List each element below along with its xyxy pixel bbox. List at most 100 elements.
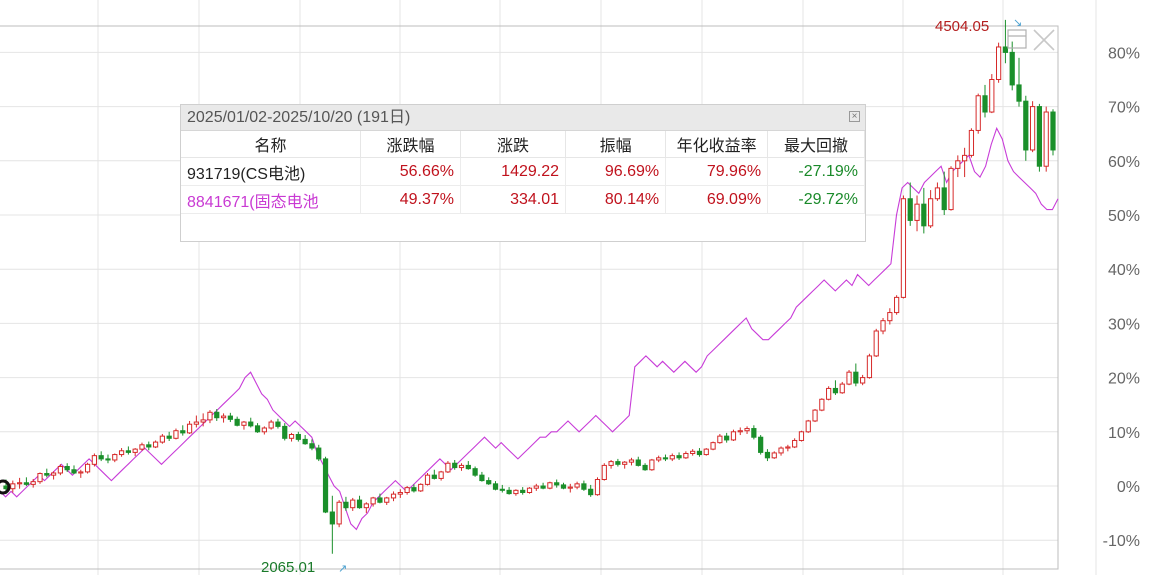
high-annotation: 4504.05: [935, 18, 989, 35]
candle: [506, 487, 512, 495]
close-chart-icon[interactable]: [1033, 29, 1055, 51]
row-change: 334.01: [460, 185, 567, 214]
candle: [907, 182, 913, 226]
candle: [798, 430, 805, 442]
candle: [118, 448, 125, 457]
candle: [472, 466, 478, 477]
candle: [669, 453, 675, 462]
col-max-drawdown: 最大回撤: [767, 131, 865, 158]
candle: [751, 425, 757, 440]
candle: [166, 431, 172, 442]
candle: [207, 410, 213, 424]
panel-close-icon[interactable]: ×: [849, 111, 860, 122]
candle: [744, 426, 750, 434]
candle: [588, 484, 594, 497]
candle: [785, 444, 791, 452]
y-tick-label: -10%: [1103, 533, 1140, 550]
row-max-drawdown: -27.19%: [767, 157, 865, 186]
candle: [336, 500, 342, 528]
grid-lines: [0, 0, 1097, 575]
candle: [220, 413, 227, 423]
candle: [982, 84, 988, 118]
candle: [826, 386, 832, 401]
candle: [574, 481, 580, 490]
candle: [860, 374, 866, 386]
candle: [696, 448, 703, 457]
candle: [608, 459, 614, 469]
candle: [1009, 41, 1015, 91]
candle: [880, 317, 886, 335]
candle: [934, 182, 941, 201]
candle: [533, 483, 539, 491]
solid-state-battery-line: [0, 126, 1059, 531]
candle: [282, 423, 288, 441]
maximize-icon[interactable]: [1007, 29, 1027, 49]
row-amplitude: 80.14%: [565, 185, 667, 214]
candle: [343, 496, 349, 511]
candle: [98, 451, 104, 462]
candle: [261, 426, 267, 435]
candle: [214, 409, 220, 421]
candle: [975, 93, 981, 134]
candle: [1043, 106, 1049, 172]
candle: [1029, 101, 1036, 153]
candle: [948, 166, 954, 211]
candle: [526, 487, 533, 494]
candle: [690, 449, 696, 456]
candle: [968, 128, 975, 158]
candle: [628, 457, 635, 466]
candle: [64, 463, 70, 472]
y-tick-label: 80%: [1108, 45, 1140, 62]
candle: [152, 440, 159, 449]
candle: [703, 448, 709, 456]
candle: [710, 441, 716, 451]
candle: [642, 463, 648, 471]
candle: [554, 479, 560, 488]
candle: [458, 463, 465, 471]
candle: [1023, 95, 1029, 161]
stats-panel-header: 2025/01/02-2025/10/20 (191日) ×: [181, 105, 865, 131]
candle: [601, 463, 607, 481]
candle: [887, 308, 893, 325]
candle: [350, 497, 356, 511]
row-annualized: 69.09%: [665, 185, 769, 214]
y-tick-label: 50%: [1108, 208, 1140, 225]
row-name: 931719(CS电池): [181, 157, 361, 186]
candle: [275, 418, 281, 429]
stats-panel: 2025/01/02-2025/10/20 (191日) × 名称 涨跌幅 涨跌…: [180, 104, 866, 242]
col-change-pct: 涨跌幅: [360, 131, 462, 158]
candle: [200, 413, 206, 427]
candle: [547, 481, 553, 490]
candle: [492, 481, 499, 491]
candle: [146, 441, 152, 451]
y-tick-label: 30%: [1108, 316, 1140, 333]
candle: [656, 455, 662, 463]
candle: [50, 471, 57, 480]
candle: [180, 425, 186, 436]
candle: [540, 482, 546, 490]
candle: [1002, 19, 1009, 64]
candle: [737, 427, 743, 436]
table-row[interactable]: 8841671(固态电池 49.37% 334.01 80.14% 69.09%…: [181, 185, 865, 214]
table-row[interactable]: 931719(CS电池) 56.66% 1429.22 96.69% 79.96…: [181, 157, 865, 186]
candle: [302, 435, 308, 445]
candle: [662, 454, 669, 462]
candle: [962, 147, 968, 178]
candle: [139, 442, 145, 451]
candle: [193, 415, 199, 428]
candle: [758, 435, 764, 455]
candle: [812, 409, 818, 423]
candle: [159, 433, 165, 444]
candle: [316, 444, 322, 462]
candle: [431, 469, 437, 480]
y-tick-label: 40%: [1108, 262, 1140, 279]
candle: [894, 295, 900, 315]
candle: [125, 446, 131, 455]
candle: [268, 419, 274, 430]
candle: [329, 495, 335, 554]
candle: [10, 480, 16, 493]
y-tick-label: 60%: [1108, 154, 1140, 171]
candle: [955, 155, 961, 178]
candle: [424, 472, 431, 486]
